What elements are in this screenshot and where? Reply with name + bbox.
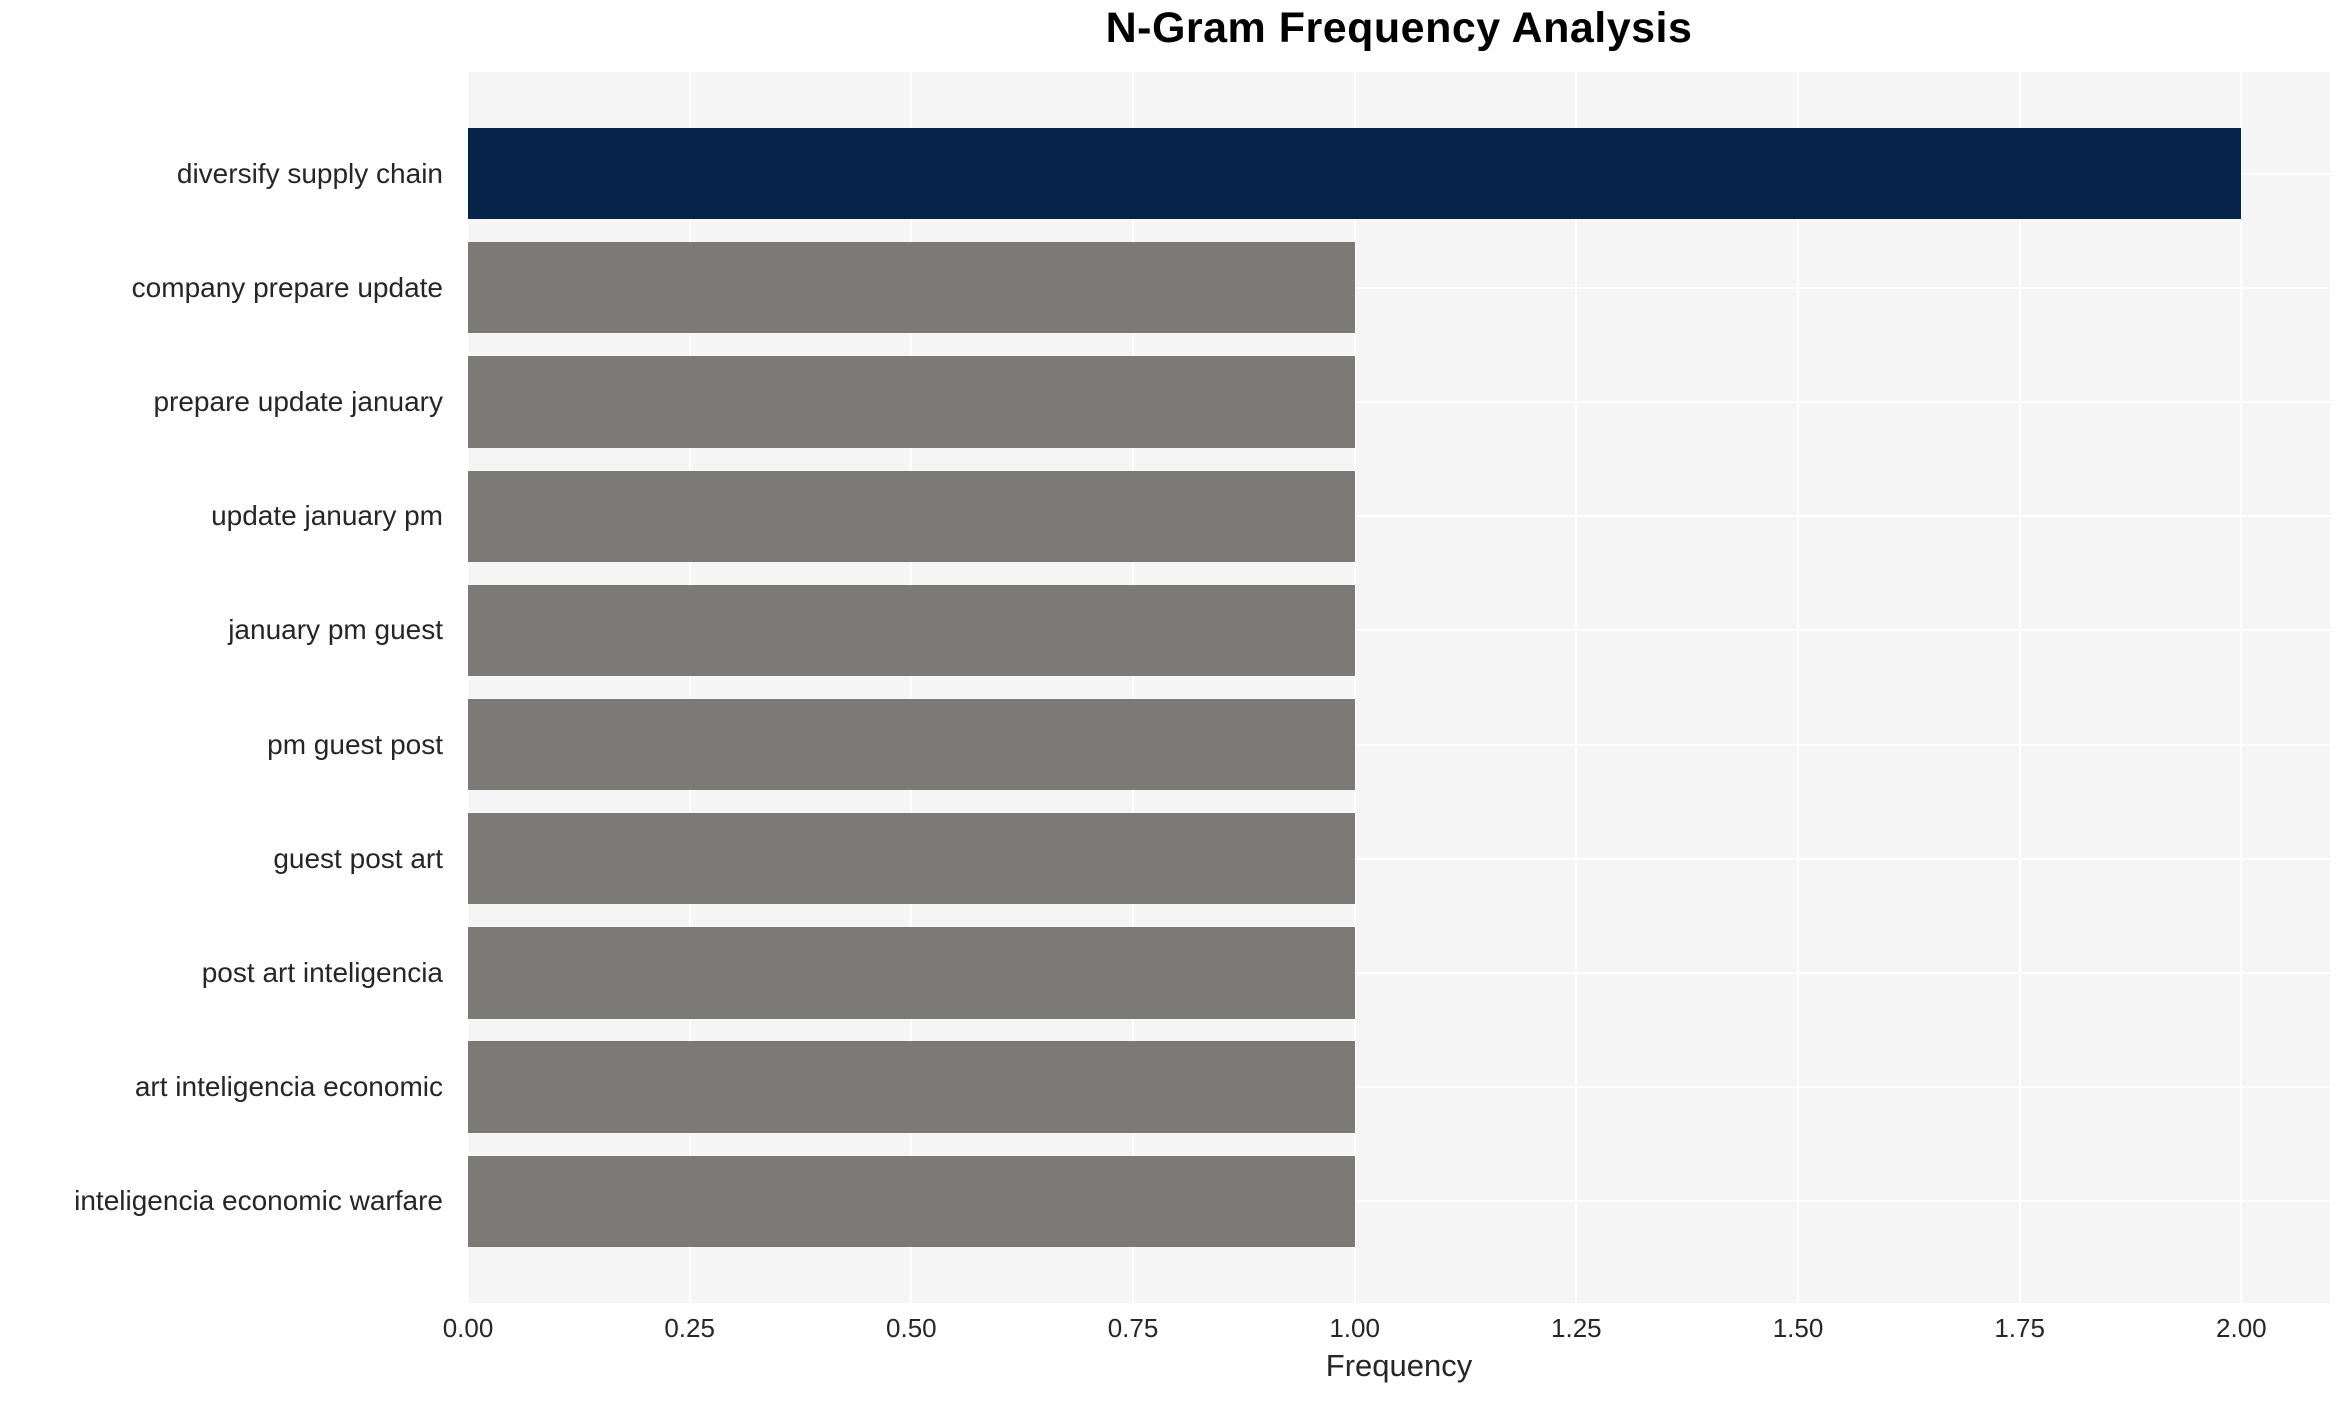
horizontal-gridline (468, 857, 2330, 860)
x-tick-label: 0.25 (664, 1313, 715, 1343)
bar-pm-guest-post (468, 698, 1355, 791)
category-label: inteligencia economic warfare (74, 1185, 443, 1217)
category-label: art inteligencia economic (134, 1071, 443, 1103)
vertical-gridline (688, 72, 691, 1303)
vertical-gridline (1575, 72, 1578, 1303)
vertical-gridline (1132, 72, 1134, 1303)
bar-guest-post-art (468, 813, 1355, 905)
vertical-gridline (1353, 72, 1356, 1303)
x-tick-label: 0.00 (442, 1313, 494, 1343)
x-tick-label: 2.00 (2216, 1313, 2267, 1343)
category-label: diversify supply chain (176, 157, 443, 189)
bar-company-prepare-update (468, 242, 1355, 334)
horizontal-gridline (468, 401, 2330, 404)
x-tick-label: 0.75 (1107, 1313, 1159, 1343)
chart-title: N-Gram Frequency Analysis (1105, 4, 1693, 52)
horizontal-gridline (468, 286, 2330, 289)
vertical-gridline (1797, 72, 1799, 1303)
bar-january-pm-guest (468, 584, 1355, 677)
bar-art-inteligencia-economic (468, 1041, 1355, 1133)
x-tick-label: 1.25 (1551, 1313, 1602, 1343)
vertical-gridline (910, 72, 913, 1303)
bar-post-art-inteligencia (468, 927, 1355, 1019)
category-label: update january pm (211, 500, 443, 532)
category-label: january pm guest (228, 614, 443, 646)
vertical-gridline (468, 72, 469, 1303)
x-axis-title: Frequency (1325, 1348, 1473, 1383)
bar-prepare-update-january (468, 356, 1355, 448)
x-tick-label: 1.75 (1994, 1313, 2045, 1343)
bar-update-january-pm (468, 470, 1355, 562)
plot-area (468, 72, 2330, 1303)
category-label: guest post art (273, 842, 443, 874)
horizontal-gridline (468, 1200, 2330, 1203)
category-label: post art inteligencia (201, 956, 443, 988)
horizontal-gridline (468, 1086, 2330, 1089)
vertical-gridline (2018, 72, 2021, 1303)
x-tick-label: 1.50 (1772, 1313, 1824, 1343)
bar-diversify-supply-chain (468, 127, 2242, 220)
horizontal-gridline (468, 971, 2330, 974)
category-label: prepare update january (153, 386, 443, 418)
x-tick-label: 1.00 (1329, 1313, 1380, 1343)
vertical-gridline (2240, 72, 2243, 1303)
horizontal-gridline (468, 743, 2330, 746)
x-tick-label: 0.50 (886, 1313, 937, 1343)
y-axis-category-labels: diversify supply chain company prepare up… (0, 72, 455, 1303)
horizontal-gridline (468, 629, 2330, 632)
x-axis-tick-labels: 0.00 0.25 0.50 0.75 1.00 1.25 1.50 1.75 2.00 (443, 1313, 2330, 1347)
horizontal-gridline (468, 515, 2330, 518)
category-label: pm guest post (267, 728, 443, 760)
bar-inteligencia-economic-warfare (468, 1155, 1355, 1248)
category-label: company prepare update (131, 271, 443, 303)
